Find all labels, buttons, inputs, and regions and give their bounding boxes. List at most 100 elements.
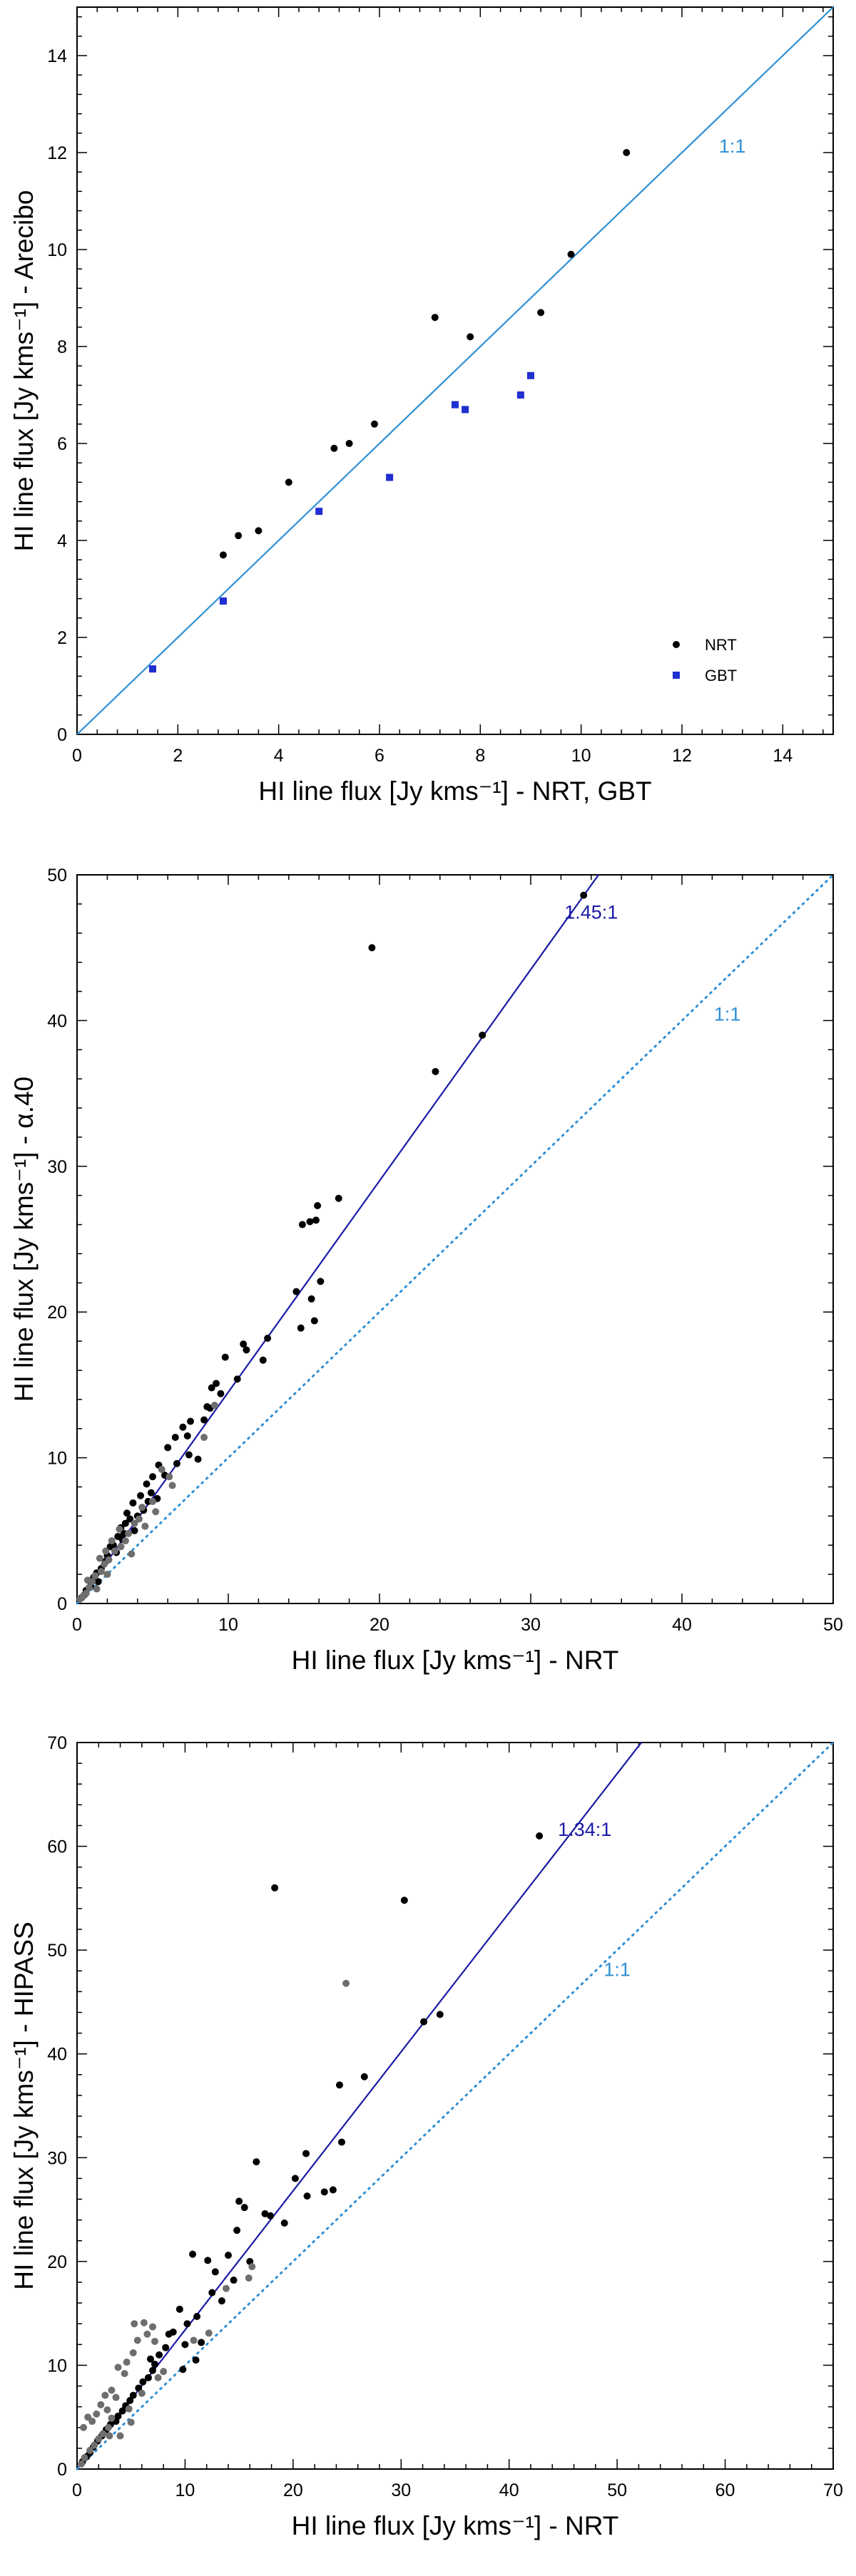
data-point-nrt <box>623 149 631 156</box>
plot-frame <box>76 1742 834 2470</box>
data-point-black <box>233 2227 241 2234</box>
data-point-black <box>225 2252 232 2259</box>
plot-area: 0 2 4 6 8 10 12 14 0 2 4 6 8 10 12 14 <box>47 6 834 766</box>
legend-marker-nrt <box>673 641 680 648</box>
y-axis-label: HI line flux [Jy kms⁻¹] - HIPASS <box>9 1921 39 2289</box>
data-point-black <box>329 2186 337 2194</box>
data-point-grey <box>245 2274 253 2282</box>
ratio-line-1-34-1 <box>76 1742 642 2470</box>
data-point-black <box>580 891 588 899</box>
data-point-black <box>156 2351 163 2359</box>
y-tick-label: 60 <box>47 1837 67 1857</box>
x-tick-label: 6 <box>374 746 384 766</box>
y-tick-label: 8 <box>57 337 67 357</box>
data-point-grey <box>108 2386 116 2394</box>
x-tick-label: 0 <box>72 1615 82 1635</box>
data-point-black <box>218 2297 225 2305</box>
data-point-nrt <box>330 444 338 452</box>
x-tick-label: 60 <box>715 2480 735 2500</box>
data-point-nrt <box>235 532 243 540</box>
data-point-black <box>94 1578 102 1586</box>
data-point-black <box>217 1390 225 1397</box>
y-tick-label: 70 <box>47 1733 67 1753</box>
data-point-black <box>149 1473 156 1481</box>
data-point-black <box>420 2018 428 2026</box>
data-point-grey <box>190 2336 198 2344</box>
data-point-grey <box>112 2393 120 2401</box>
data-point-grey <box>222 2284 230 2292</box>
line-label-1-to-1: 1:1 <box>603 1959 631 1981</box>
data-point-grey <box>91 2441 98 2449</box>
data-point-black <box>280 2219 288 2227</box>
data-point-grey <box>103 2406 111 2414</box>
data-point-gbt <box>527 371 534 379</box>
x-tick-label: 50 <box>607 2480 627 2500</box>
data-point-grey <box>205 2329 213 2337</box>
plot-area: 0 10 20 30 40 50 0 10 20 30 40 50 <box>47 866 843 1635</box>
data-point-grey <box>86 2446 94 2454</box>
x-axis-label: HI line flux [Jy kms⁻¹] - NRT <box>292 1646 619 1675</box>
line-label-1-to-1: 1:1 <box>714 1003 741 1025</box>
ratio-line-1-1 <box>76 1741 835 2470</box>
line-label-1-to-1: 1:1 <box>719 135 746 157</box>
data-point-black <box>240 2204 248 2212</box>
data-point-grey <box>85 1584 93 1591</box>
data-point-grey <box>97 1568 105 1576</box>
x-tick-label: 10 <box>218 1615 238 1635</box>
plot-frame <box>76 6 834 735</box>
data-point-black <box>312 1216 320 1224</box>
data-point-grey <box>149 2323 156 2331</box>
data-point-black <box>307 1295 315 1303</box>
data-point-grey <box>80 2423 88 2431</box>
x-tick-label: 2 <box>173 746 183 766</box>
data-point-black <box>221 1353 229 1361</box>
data-point-black <box>189 2250 197 2258</box>
data-point-black <box>179 2366 187 2374</box>
x-tick-label: 40 <box>672 1615 692 1635</box>
data-point-black <box>146 2355 154 2363</box>
data-point-black <box>261 2210 269 2217</box>
ratio-line-1-45-1 <box>76 874 599 1604</box>
y-tick-label: 50 <box>47 866 67 886</box>
data-point-nrt <box>285 478 292 486</box>
data-point-black <box>185 1451 193 1459</box>
data-point-gbt <box>462 406 469 414</box>
data-point-black <box>271 1884 279 1892</box>
data-point-black <box>208 2289 216 2297</box>
data-point-grey <box>93 1585 101 1593</box>
x-tick-label: 40 <box>499 2480 519 2500</box>
data-point-black <box>149 2366 156 2374</box>
data-point-black <box>213 1380 220 1387</box>
y-tick-label: 10 <box>47 1449 67 1469</box>
x-tick-label: 20 <box>283 2480 303 2500</box>
data-point-black <box>175 2305 183 2313</box>
panel-hipass-comparison: 0 10 20 30 40 50 60 70 0 10 20 30 40 50 60 70 HI line f… <box>9 1733 843 2540</box>
data-point-grey <box>104 2423 112 2431</box>
y-tick-label: 4 <box>57 531 67 551</box>
x-axis-label: HI line flux [Jy kms⁻¹] - NRT <box>292 2511 619 2540</box>
data-point-black <box>194 1455 202 1463</box>
data-point-grey <box>116 2432 124 2440</box>
legend-label-gbt: GBT <box>705 667 737 684</box>
data-point-grey <box>121 2370 128 2378</box>
y-axis-label: HI line flux [Jy kms⁻¹] - α.40 <box>9 1077 39 1402</box>
data-point-grey <box>105 1556 113 1564</box>
data-point-grey <box>248 2263 256 2271</box>
data-point-grey <box>96 1554 103 1562</box>
data-point-grey <box>117 1543 125 1551</box>
data-point-black <box>121 1519 129 1527</box>
data-point-grey <box>128 1550 136 1558</box>
data-point-grey <box>106 2432 113 2440</box>
y-tick-label: 2 <box>57 628 67 648</box>
data-point-black <box>243 1346 250 1354</box>
x-tick-label: 70 <box>823 2480 843 2500</box>
data-point-grey <box>114 2364 122 2371</box>
data-point-grey <box>123 2359 131 2366</box>
data-point-black <box>259 1356 267 1364</box>
data-point-grey <box>138 2389 146 2397</box>
data-point-black <box>183 1432 191 1440</box>
data-point-black <box>137 1492 145 1499</box>
data-point-black <box>298 1221 306 1228</box>
data-point-black <box>320 2188 328 2196</box>
ratio-line-1-1 <box>76 873 835 1605</box>
